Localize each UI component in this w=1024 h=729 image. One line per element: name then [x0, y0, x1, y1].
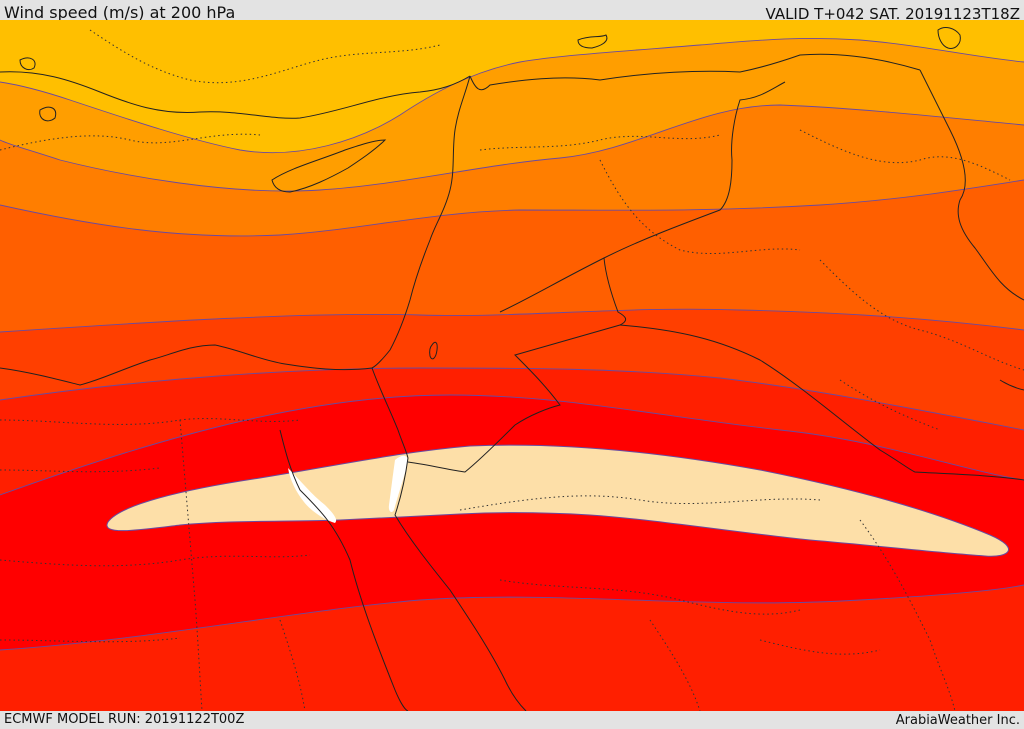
contour-line-6 [0, 394, 1024, 496]
wind-speed-map [0, 20, 1024, 711]
contour-line-5 [0, 367, 1024, 431]
contour-line-2 [0, 104, 1024, 192]
contour-line-4 [0, 308, 1024, 333]
valid-time-label: VALID T+042 SAT. 20191123T18Z [765, 5, 1020, 23]
admin-boundaries [0, 29, 1024, 711]
band-6-south [0, 585, 1024, 711]
contour-line-3 [0, 179, 1024, 237]
credit-label: ArabiaWeather Inc. [895, 713, 1020, 728]
contour-line-7 [0, 584, 1024, 651]
band-lightest [0, 20, 1024, 153]
model-run-label: ECMWF MODEL RUN: 20191122T00Z [4, 712, 245, 727]
map-title: Wind speed (m/s) at 200 hPa [4, 3, 236, 22]
no-data-patch [288, 455, 408, 523]
coastlines [0, 27, 1024, 711]
contour-line-1 [0, 37, 1024, 153]
jet-core-region [106, 444, 1009, 557]
